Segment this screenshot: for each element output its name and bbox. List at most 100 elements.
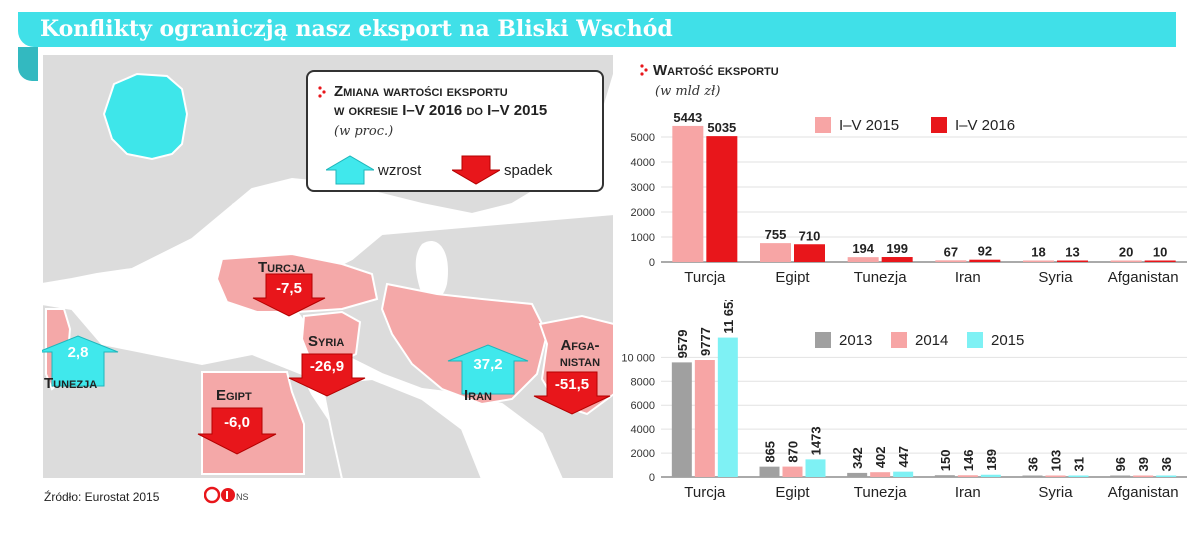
syria-down-arrow-icon — [288, 353, 366, 397]
egipt-down-arrow-icon — [197, 407, 277, 455]
charts-title: Wartość eksportu — [653, 62, 779, 79]
category-label-iran: Iran — [955, 484, 981, 501]
bar-egipt-2 — [782, 466, 803, 477]
legend-swatch — [815, 117, 831, 133]
y-tick-label: 5000 — [631, 132, 655, 144]
bar-turcja-3 — [717, 337, 738, 477]
category-label-iran: Iran — [955, 269, 981, 286]
category-label-egipt: Egipt — [775, 484, 810, 501]
bar-iran-2 — [969, 259, 1001, 262]
bar-syria-1 — [1022, 475, 1043, 477]
dots-marker-icon — [318, 86, 326, 98]
bar-turcja-1 — [672, 125, 704, 262]
chart-export-2015-2016: 0 1000 2000 3000 4000 5000 5443 5035 Turcja 755 71… — [631, 110, 1187, 286]
bar-turcja-2 — [706, 136, 738, 262]
syria-change-value: -26,9 — [309, 358, 345, 375]
publisher-logo-icon — [204, 486, 235, 504]
country-name-syria: Syria — [308, 333, 345, 350]
y-tick-label: 6000 — [631, 400, 655, 412]
legend-title-line2: w okresie I–V 2016 do I–V 2015 — [334, 102, 548, 119]
bar-iran-3 — [980, 474, 1001, 477]
legend-title: Zmiana wartości eksportu w okresie I–V 2… — [334, 82, 547, 120]
data-label: 13 — [1065, 245, 1079, 260]
data-label: 9579 — [675, 329, 690, 358]
category-label-turcja: Turcja — [684, 269, 726, 286]
data-label: 199 — [886, 241, 908, 256]
data-label: 18 — [1031, 245, 1045, 260]
category-label-afganistan: Afganistan — [1108, 484, 1179, 501]
iran-up-arrow-icon — [447, 344, 529, 395]
chart-export-2013-2015: 0 2000 4000 6000 8000 10 000 9579 9777 11 652 Tur… — [621, 300, 1187, 501]
legend-swatch — [815, 332, 831, 348]
header-bar: Konflikty ograniczją nasz eksport na Bli… — [18, 12, 1176, 47]
y-tick-label: 0 — [649, 257, 655, 269]
data-label: 20 — [1119, 245, 1133, 260]
country-name-iran: Iran — [464, 387, 492, 404]
y-tick-label: 10 000 — [621, 352, 655, 364]
afganistan-change-value: -51,5 — [554, 376, 590, 393]
data-label: 92 — [978, 244, 992, 259]
legend-down-label: spadek — [504, 162, 553, 179]
y-tick-label: 2000 — [631, 448, 655, 460]
afganistan-name-line1: Afga- — [560, 337, 600, 354]
legend-label: 2013 — [839, 332, 872, 349]
bar-turcja-1 — [671, 362, 692, 477]
map-poland — [102, 72, 189, 161]
afganistan-down-arrow-icon — [533, 371, 611, 415]
bar-tunezja-1 — [847, 472, 868, 477]
data-label: 39 — [1136, 457, 1151, 471]
data-label: 447 — [896, 446, 911, 468]
legend-up-arrow-icon — [326, 155, 374, 185]
map-arabia — [320, 377, 484, 479]
charts-unit: (w mld zł) — [655, 84, 721, 99]
data-label: 5443 — [673, 110, 702, 125]
legend-down-arrow-icon — [452, 155, 500, 185]
country-name-turcja: Turcja — [258, 259, 306, 276]
data-label: 10 — [1153, 245, 1167, 260]
map-caspian-sea — [415, 240, 448, 301]
bar-egipt-3 — [805, 459, 826, 477]
legend-label: I–V 2016 — [955, 117, 1015, 134]
country-name-tunezja: Tunezja — [44, 375, 98, 392]
legend-swatch — [931, 117, 947, 133]
data-label: 342 — [850, 447, 865, 469]
bar-egipt-2 — [794, 244, 825, 262]
data-label: 9777 — [698, 327, 713, 356]
bar-syria-2 — [1045, 475, 1066, 477]
y-tick-label: 8000 — [631, 376, 655, 388]
bar-iran-1 — [934, 475, 955, 477]
data-label: 5035 — [707, 120, 736, 135]
afganistan-name-line2: nistan — [559, 353, 601, 370]
data-label: 96 — [1113, 457, 1128, 471]
chart-dots-marker-icon — [640, 64, 648, 76]
y-tick-label: 3000 — [631, 182, 655, 194]
bar-syria-2 — [1057, 260, 1088, 262]
tunezja-up-arrow-icon — [42, 335, 119, 387]
data-label: 103 — [1049, 450, 1064, 472]
country-name-egipt: Egipt — [216, 387, 252, 404]
data-label: 402 — [873, 446, 888, 468]
bar-afganistan-2 — [1133, 475, 1154, 477]
y-tick-label: 4000 — [631, 424, 655, 436]
turcja-change-value: -7,5 — [276, 280, 302, 297]
data-label: 11 652 — [721, 300, 736, 334]
data-label: 36 — [1159, 457, 1174, 471]
bar-afganistan-1 — [1110, 475, 1131, 477]
iran-change-value: 37,2 — [473, 356, 503, 373]
category-label-syria: Syria — [1038, 484, 1073, 501]
y-tick-label: 4000 — [631, 157, 655, 169]
category-label-egipt: Egipt — [775, 269, 810, 286]
category-label-afganistan: Afganistan — [1108, 269, 1179, 286]
map-legend: Zmiana wartości eksportu w okresie I–V 2… — [306, 70, 604, 192]
bar-egipt-1 — [760, 243, 791, 262]
legend-label: 2014 — [915, 332, 948, 349]
y-tick-label: 1000 — [631, 232, 655, 244]
header-tab-decoration — [18, 47, 38, 81]
y-tick-label: 0 — [649, 472, 655, 484]
bar-tunezja-2 — [881, 257, 913, 262]
data-label: 146 — [961, 450, 976, 472]
data-label: 150 — [938, 450, 953, 472]
data-label: 189 — [984, 449, 999, 471]
legend-swatch — [891, 332, 907, 348]
category-label-tunezja: Tunezja — [854, 484, 907, 501]
